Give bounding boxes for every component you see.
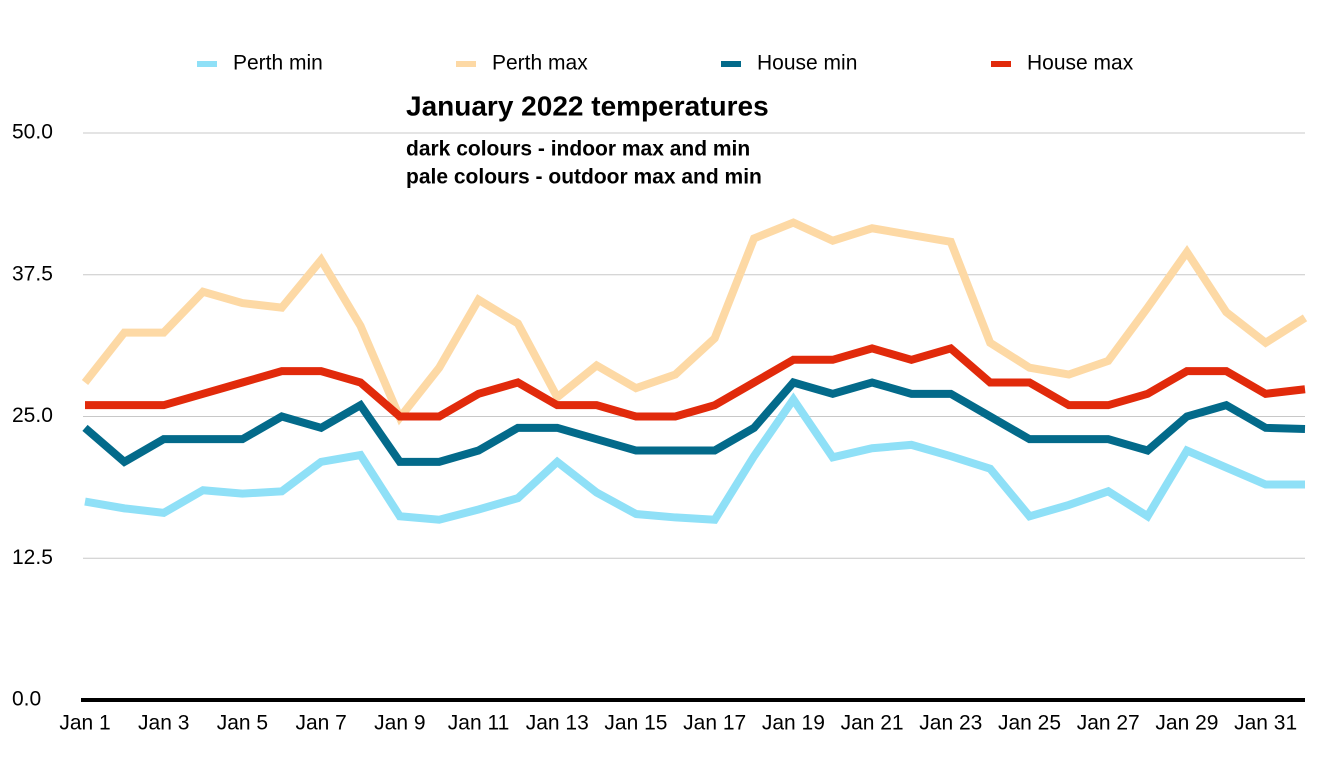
x-tick-label: Jan 29 <box>1155 712 1218 735</box>
y-tick-label: 37.5 <box>12 262 53 285</box>
chart-title: January 2022 temperatures <box>406 90 769 121</box>
x-tick-label: Jan 9 <box>374 712 425 735</box>
x-tick-label: Jan 25 <box>998 712 1061 735</box>
x-tick-label: Jan 7 <box>295 712 346 735</box>
y-tick-label: 0.0 <box>12 688 41 711</box>
x-tick-label: Jan 3 <box>138 712 189 735</box>
series-line <box>84 392 1305 524</box>
series-line <box>85 344 1306 421</box>
legend-label: House max <box>1027 52 1134 75</box>
x-tick-label: Jan 15 <box>604 712 667 735</box>
x-tick-label: Jan 27 <box>1077 712 1140 735</box>
legend-label: Perth min <box>233 52 323 75</box>
y-tick-label: 12.5 <box>12 546 53 569</box>
x-tick-label: Jan 11 <box>448 712 510 735</box>
x-tick-label: Jan 5 <box>217 712 268 735</box>
chart-subtitle: pale colours - outdoor max and min <box>406 166 762 189</box>
x-tick-label: Jan 21 <box>841 712 904 735</box>
x-tick-label: Jan 1 <box>59 712 110 735</box>
y-tick-label: 50.0 <box>12 121 53 144</box>
x-tick-label: Jan 31 <box>1234 712 1297 735</box>
x-tick-label: Jan 13 <box>526 712 589 735</box>
y-tick-label: 25.0 <box>12 404 53 427</box>
chart-subtitle: dark colours - indoor max and min <box>406 138 750 161</box>
x-tick-label: Jan 23 <box>919 712 982 735</box>
series-line <box>81 218 1308 426</box>
series-line <box>82 377 1306 467</box>
x-tick-label: Jan 19 <box>762 712 825 735</box>
legend-label: Perth max <box>492 52 588 75</box>
x-tick-label: Jan 17 <box>683 712 746 735</box>
legend-label: House min <box>757 52 857 75</box>
